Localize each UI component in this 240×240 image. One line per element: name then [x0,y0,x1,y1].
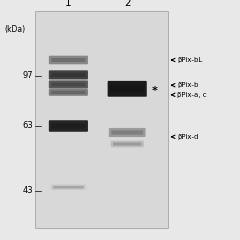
Text: 1: 1 [65,0,72,8]
FancyBboxPatch shape [51,91,85,94]
Bar [35,11,168,228]
Text: (kDa): (kDa) [5,25,26,34]
FancyBboxPatch shape [111,141,144,147]
FancyBboxPatch shape [113,142,141,145]
Text: βPix-a, c: βPix-a, c [177,92,207,98]
FancyBboxPatch shape [51,184,86,190]
Text: βPix-b: βPix-b [177,82,198,88]
FancyBboxPatch shape [51,123,85,129]
FancyBboxPatch shape [53,186,84,189]
FancyBboxPatch shape [49,120,88,132]
FancyBboxPatch shape [49,89,88,96]
FancyBboxPatch shape [111,130,143,135]
FancyBboxPatch shape [49,70,88,79]
Text: 63: 63 [22,121,33,131]
Text: βPix-d: βPix-d [177,134,198,140]
Text: *: * [152,86,158,96]
Text: 43: 43 [23,186,33,195]
Text: 2: 2 [124,0,131,8]
Text: βPix-bL: βPix-bL [177,57,202,63]
FancyBboxPatch shape [51,73,85,77]
Text: 97: 97 [23,71,33,80]
FancyBboxPatch shape [51,58,85,62]
FancyBboxPatch shape [51,83,85,86]
FancyBboxPatch shape [110,85,144,92]
FancyBboxPatch shape [108,81,147,97]
FancyBboxPatch shape [109,128,145,137]
FancyBboxPatch shape [49,56,88,64]
FancyBboxPatch shape [49,80,88,89]
